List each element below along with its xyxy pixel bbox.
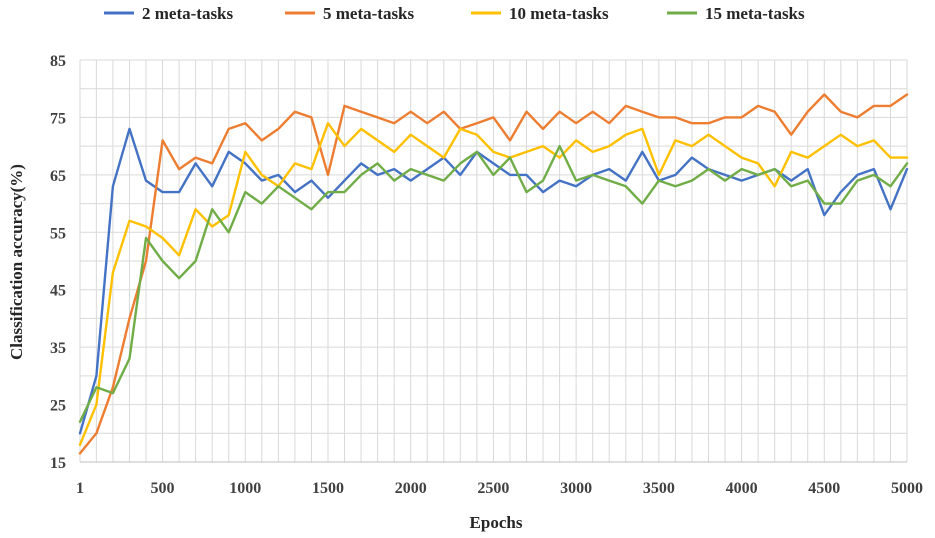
x-tick-label: 3000 <box>560 480 592 497</box>
x-tick-label: 3500 <box>643 480 675 497</box>
x-tick-label: 2500 <box>477 480 509 497</box>
legend: 2 meta-tasks 5 meta-tasks 10 meta-tasks 15 … <box>104 4 805 23</box>
y-tick-label: 35 <box>50 340 66 357</box>
x-tick-label: 4000 <box>726 480 758 497</box>
y-axis-title: Classification accuracy(%) <box>7 164 26 360</box>
y-tick-label: 15 <box>50 455 66 472</box>
x-tick-label: 500 <box>151 480 175 497</box>
x-tick-label: 5000 <box>891 480 923 497</box>
x-tick-label: 1500 <box>312 480 344 497</box>
x-tick-label: 2000 <box>395 480 427 497</box>
y-axis-ticks: 15 25 35 45 55 65 75 85 <box>50 53 66 472</box>
x-tick-label: 1000 <box>229 480 261 497</box>
series-lines <box>78 93 909 455</box>
x-tick-label: 1 <box>76 480 84 497</box>
legend-label: 10 meta-tasks <box>509 4 609 23</box>
series-line-4 <box>78 144 909 423</box>
x-tick-label: 4500 <box>808 480 840 497</box>
legend-label: 15 meta-tasks <box>705 4 805 23</box>
y-tick-label: 55 <box>50 225 66 242</box>
x-axis-ticks: 1 500 1000 1500 2000 2500 3000 3500 4000 4500 5000 <box>76 480 923 497</box>
gridlines <box>79 59 908 463</box>
x-axis-title: Epochs <box>470 513 523 532</box>
series-line-3 <box>78 121 909 446</box>
y-tick-label: 25 <box>50 398 66 415</box>
y-tick-label: 65 <box>50 168 66 185</box>
y-tick-label: 45 <box>50 283 66 300</box>
y-tick-label: 75 <box>50 110 66 127</box>
legend-label: 2 meta-tasks <box>142 4 234 23</box>
series-line-2 <box>78 93 909 455</box>
legend-label: 5 meta-tasks <box>323 4 415 23</box>
y-tick-label: 85 <box>50 53 66 70</box>
